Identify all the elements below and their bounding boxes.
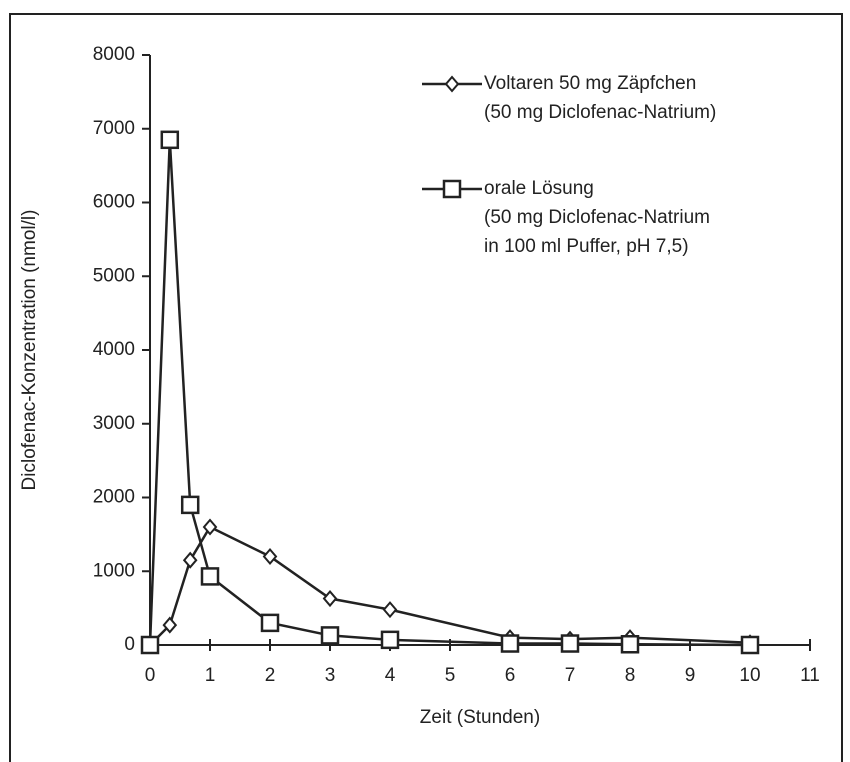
legend-label: orale Lösung (484, 178, 594, 199)
data-point (200, 567, 220, 586)
x-tick-label: 2 (265, 665, 276, 686)
x-tick-label: 1 (205, 665, 216, 686)
data-point (382, 601, 398, 619)
data-point (740, 635, 760, 655)
frame (9, 13, 843, 762)
y-tick-label: 6000 (93, 192, 135, 213)
data-point (620, 635, 640, 654)
y-tick-label: 0 (124, 634, 135, 655)
legend-note: in 100 ml Puffer, pH 7,5) (484, 236, 689, 257)
data-point (560, 634, 580, 653)
series-line (149, 525, 751, 646)
x-tick-label: 9 (685, 665, 696, 686)
y-axis-label: Diclofenac-Konzentration (nmol/l) (19, 210, 40, 491)
x-tick-label: 6 (505, 665, 516, 686)
legend-note: (50 mg Diclofenac-Natrium (484, 207, 710, 228)
x-tick-label: 4 (385, 665, 396, 686)
x-tick-label: 10 (739, 665, 760, 686)
data-point (180, 495, 200, 515)
data-point (160, 130, 180, 150)
y-tick-label: 7000 (93, 118, 135, 139)
legend-marker (444, 75, 460, 93)
x-axis-label: Zeit (Stunden) (420, 707, 540, 728)
y-tick-label: 5000 (93, 265, 135, 286)
legend-label: Voltaren 50 mg Zäpfchen (484, 73, 696, 94)
data-point (500, 634, 520, 653)
legend-marker (442, 179, 462, 199)
x-tick-label: 0 (145, 665, 156, 686)
x-tick-label: 7 (565, 665, 576, 686)
data-point (260, 613, 280, 633)
y-tick-label: 2000 (93, 487, 135, 508)
y-tick-label: 8000 (93, 44, 135, 65)
y-tick-label: 4000 (93, 339, 135, 360)
data-point (182, 551, 198, 569)
x-tick-label: 3 (325, 665, 336, 686)
data-point (380, 630, 400, 650)
legend-note: (50 mg Diclofenac-Natrium) (484, 102, 716, 123)
y-tick-label: 1000 (93, 560, 135, 581)
data-point (140, 635, 160, 655)
data-point (162, 616, 178, 634)
x-tick-label: 11 (800, 665, 820, 686)
x-tick-label: 8 (625, 665, 636, 686)
x-tick-label: 5 (445, 665, 456, 686)
data-point (320, 626, 340, 645)
y-tick-label: 3000 (93, 413, 135, 434)
data-point (262, 547, 278, 566)
data-point (322, 590, 338, 608)
data-point (202, 518, 218, 536)
